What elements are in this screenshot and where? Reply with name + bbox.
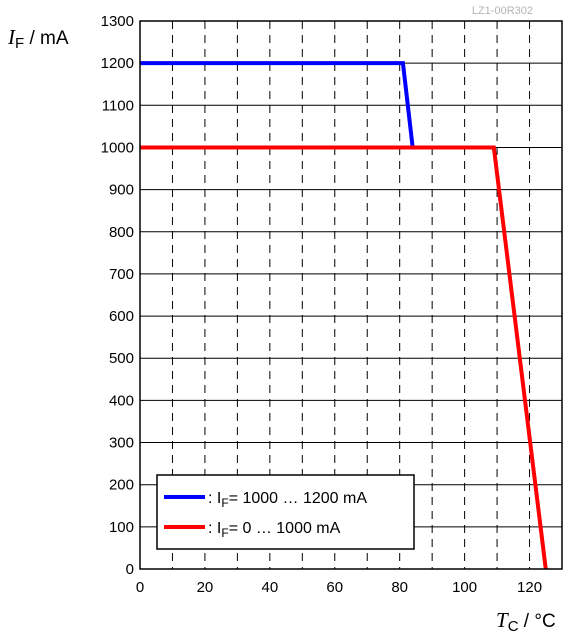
series-lines	[140, 61, 548, 570]
legend-entry-red-sub: F	[221, 526, 228, 540]
y-tick-label: 700	[109, 266, 134, 283]
x-tick-label: 0	[136, 579, 144, 596]
y-tick-label: 400	[109, 392, 134, 409]
x-axis-unit: / °C	[519, 611, 556, 632]
x-tick-label: 20	[197, 579, 214, 596]
x-tick-label: 60	[326, 579, 343, 596]
y-axis-unit: / mA	[24, 28, 69, 49]
legend-entry-blue-sub: F	[221, 496, 228, 510]
series-line-red	[140, 145, 548, 570]
legend-box	[156, 474, 415, 550]
legend-entry-red-suffix: = 0 … 1000 mA	[229, 520, 341, 537]
y-axis-label: IF / mA	[7, 25, 69, 52]
y-tick-label: 100	[109, 519, 134, 536]
y-tick-label: 1200	[101, 55, 134, 72]
y-tick-label: 0	[126, 561, 134, 578]
y-tick-label: 600	[109, 308, 134, 325]
y-axis-sub: F	[15, 35, 24, 52]
legend-entry-blue: : IF= 1000 … 1200 mA	[208, 490, 367, 510]
figure-code: LZ1-00R302	[472, 5, 533, 17]
y-axis-var: I	[7, 25, 16, 49]
plot-frame	[139, 20, 563, 570]
y-tick-label: 500	[109, 350, 134, 367]
y-tick-label: 1100	[102, 97, 134, 114]
series-line-blue	[140, 61, 415, 148]
y-tick-label: 300	[109, 435, 134, 452]
x-tick-label: 120	[517, 579, 542, 596]
x-tick-label: 100	[452, 579, 477, 596]
x-tick-label: 80	[391, 579, 408, 596]
y-tick-label: 1000	[101, 139, 134, 156]
legend-entry-blue-suffix: = 1000 … 1200 mA	[229, 490, 368, 507]
x-axis-sub: C	[508, 618, 519, 635]
y-tick-label: 200	[109, 477, 134, 494]
tick-labels: 0100200300400500600700800900100011001200…	[101, 13, 542, 596]
legend: : IF= 1000 … 1200 mA : IF= 0 … 1000 mA	[156, 474, 415, 550]
legend-entry-red: : IF= 0 … 1000 mA	[208, 520, 341, 540]
legend-entry-red-prefix: : I	[208, 520, 221, 537]
y-tick-label: 800	[109, 224, 134, 241]
x-axis-var: T	[496, 608, 509, 632]
x-tick-label: 40	[262, 579, 279, 596]
legend-entry-blue-prefix: : I	[208, 490, 221, 507]
x-axis-label: TC / °C	[496, 608, 556, 635]
y-tick-label: 1300	[101, 13, 134, 30]
y-tick-label: 900	[109, 182, 134, 199]
